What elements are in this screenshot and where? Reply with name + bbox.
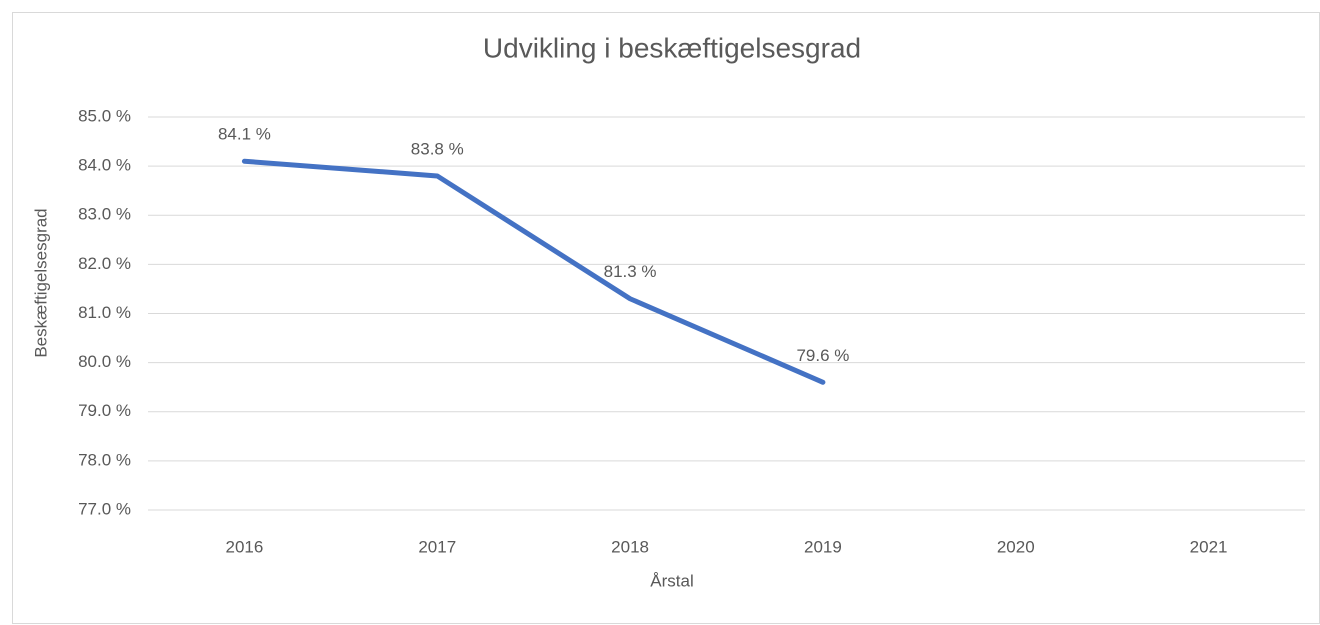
y-tick-label: 85.0 % (78, 106, 131, 125)
y-tick-label: 79.0 % (78, 401, 131, 420)
chart-frame (12, 12, 1320, 624)
data-label: 83.8 % (411, 139, 464, 158)
y-axis-label: Beskæftigelsesgrad (31, 208, 50, 357)
x-axis-label: Årstal (650, 571, 693, 590)
y-tick-label: 84.0 % (78, 156, 131, 175)
x-tick-label: 2018 (611, 537, 649, 556)
y-tick-label: 82.0 % (78, 254, 131, 273)
data-label: 81.3 % (604, 262, 657, 281)
data-label: 84.1 % (218, 125, 271, 144)
x-tick-label: 2016 (226, 537, 264, 556)
x-tick-label: 2019 (804, 537, 842, 556)
line (241, 158, 826, 385)
y-tick-label: 78.0 % (78, 450, 131, 469)
y-tick-label: 83.0 % (78, 205, 131, 224)
x-tick-label: 2017 (418, 537, 456, 556)
chart-title: Udvikling i beskæftigelsesgrad (483, 32, 861, 63)
data-label: 79.6 % (796, 346, 849, 365)
y-tick-label: 81.0 % (78, 303, 131, 322)
y-tick-label: 80.0 % (78, 352, 131, 371)
x-tick-label: 2021 (1190, 537, 1228, 556)
x-tick-label: 2020 (997, 537, 1035, 556)
y-tick-label: 77.0 % (78, 499, 131, 518)
